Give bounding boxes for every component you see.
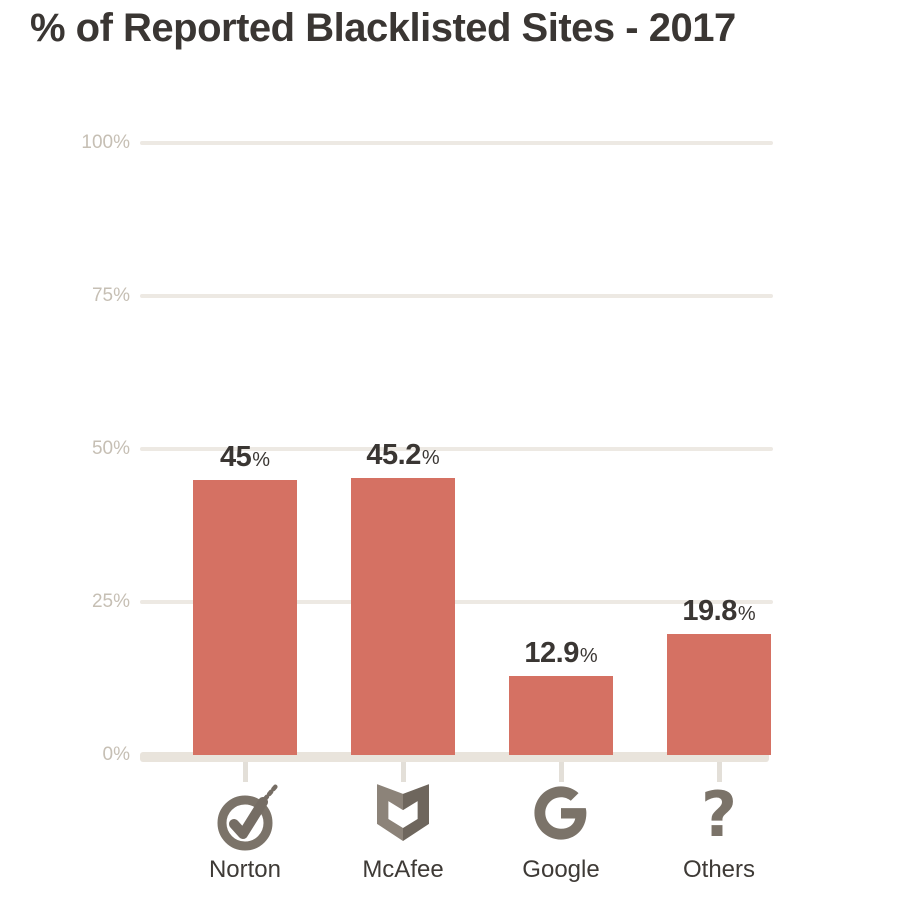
x-axis-tick xyxy=(242,762,248,782)
bar xyxy=(509,676,613,755)
bar xyxy=(667,634,771,755)
bar-value-percent-sign: % xyxy=(579,645,598,667)
x-axis-tick xyxy=(716,762,722,782)
y-axis-label: 50% xyxy=(91,438,130,459)
bar-value-percent-sign: % xyxy=(252,449,271,471)
bar-value-label: 45% xyxy=(155,441,335,474)
y-grid-line xyxy=(140,600,773,604)
question-mark-icon: ? xyxy=(701,778,737,851)
x-axis-tick xyxy=(558,762,564,782)
bar xyxy=(193,480,297,755)
category-icon-holder xyxy=(200,784,290,856)
bar-value-number: 19.8 xyxy=(682,595,737,627)
x-axis-tick xyxy=(400,762,406,782)
y-grid-line xyxy=(140,294,773,298)
y-axis-label: 0% xyxy=(102,744,130,765)
category-label: McAfee xyxy=(362,856,444,883)
bar-value-label: 12.9% xyxy=(471,637,651,670)
category-icon-holder xyxy=(516,784,606,856)
bar xyxy=(351,478,455,755)
y-grid-line xyxy=(140,447,773,451)
category-icon-holder xyxy=(358,784,448,856)
bar-value-label: 19.8% xyxy=(629,595,809,628)
norton-check-circle-icon xyxy=(217,784,279,851)
y-axis-label: 75% xyxy=(91,285,130,306)
category-label: Google xyxy=(522,856,600,883)
category-label: Norton xyxy=(208,856,282,883)
y-axis-label: 25% xyxy=(91,591,130,612)
category-label: Others xyxy=(682,856,756,883)
bar-value-label: 45.2% xyxy=(313,439,493,472)
bar-value-number: 45 xyxy=(219,441,252,473)
bar-value-number: 45.2 xyxy=(366,439,421,471)
bar-value-number: 12.9 xyxy=(524,637,579,669)
x-axis-line xyxy=(140,752,769,762)
y-axis-label: 100% xyxy=(81,132,130,153)
chart-title: % of Reported Blacklisted Sites - 2017 xyxy=(30,6,736,50)
bar-value-percent-sign: % xyxy=(421,447,440,469)
mcafee-shield-icon xyxy=(377,784,429,841)
bar-value-percent-sign: % xyxy=(737,603,756,625)
category-icon-holder: ? xyxy=(674,784,764,856)
google-g-icon xyxy=(534,786,587,840)
y-grid-line xyxy=(140,141,773,145)
